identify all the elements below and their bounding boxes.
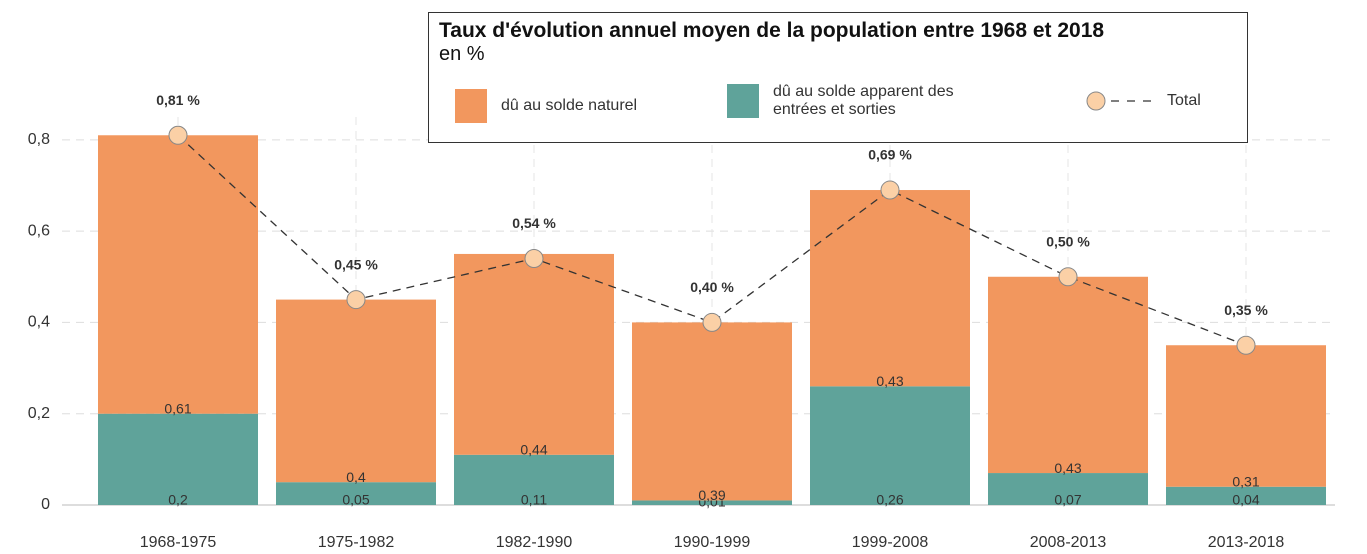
total-point (346, 290, 366, 310)
bar-segment (810, 386, 970, 505)
segment-label: 0,61 (164, 400, 191, 416)
x-tick-label: 1990-1999 (674, 534, 751, 551)
bar-segment (988, 473, 1148, 505)
legend-swatch (727, 84, 759, 118)
legend-swatch (455, 89, 487, 123)
segment-label: 0,05 (342, 492, 369, 508)
bar-segment (632, 500, 792, 505)
segment-label: 0,11 (521, 492, 547, 508)
x-tick-label: 1975-1982 (318, 534, 395, 551)
x-tick-label: 2013-2018 (1208, 534, 1285, 551)
segment-label: 0,4 (346, 469, 366, 485)
segment-label: 0,39 (698, 487, 725, 503)
y-tick-label: 0,6 (28, 222, 50, 239)
bar-segment (454, 454, 614, 505)
x-tick-label: 1982-1990 (496, 534, 573, 551)
bar-segment (810, 190, 970, 387)
legend: Taux d'évolution annuel moyen de la popu… (428, 12, 1248, 143)
bar-segment (276, 299, 436, 483)
y-tick-label: 0,8 (28, 131, 50, 148)
legend-item: dû au solde naturel (455, 89, 637, 123)
x-tick-label: 1999-2008 (852, 534, 929, 551)
segment-label: 0,31 (1232, 473, 1259, 489)
bar-segment (1166, 345, 1326, 487)
segment-label: 0,43 (876, 373, 903, 389)
legend-item: dû au solde apparent des entrées et sort… (727, 83, 987, 119)
bar-segment (98, 135, 258, 414)
y-tick-label: 0,4 (28, 314, 50, 331)
chart-title: Taux d'évolution annuel moyen de la popu… (439, 19, 1105, 42)
y-tick-label: 0,2 (28, 405, 50, 422)
total-label: 0,54 % (512, 215, 556, 231)
bar-segment (1166, 486, 1326, 505)
total-label: 0,81 % (156, 92, 200, 108)
total-label: 0,69 % (868, 147, 912, 163)
total-point (702, 312, 722, 332)
segment-label: 0,07 (1054, 492, 1081, 508)
x-tick-label: 2008-2013 (1030, 534, 1107, 551)
bar-segment (632, 322, 792, 501)
segment-label: 0,44 (520, 441, 547, 457)
y-tick-label: 0 (41, 496, 50, 513)
bar-segment (988, 276, 1148, 474)
total-point (1236, 335, 1256, 355)
legend-label: dû au solde naturel (501, 97, 638, 114)
bar-segment (98, 413, 258, 505)
legend-item: Total (1085, 89, 1201, 113)
chart-subtitle: en % (439, 43, 485, 65)
x-tick-label: 1968-1975 (140, 534, 217, 551)
total-label: 0,35 % (1224, 302, 1268, 318)
bar-segment (276, 482, 436, 505)
segment-label: 0,2 (168, 492, 188, 508)
total-point (168, 125, 188, 145)
legend-label: Total (1167, 92, 1201, 109)
total-point (880, 180, 900, 200)
legend-line-marker (1086, 91, 1157, 111)
total-label: 0,40 % (690, 279, 734, 295)
bar-segment (454, 253, 614, 455)
total-point (1058, 267, 1078, 287)
segment-label: 0,26 (876, 492, 903, 508)
total-label: 0,45 % (334, 256, 378, 272)
total-point (524, 249, 544, 269)
legend-label: dû au solde apparent des entrées et sort… (773, 83, 954, 118)
segment-label: 0,43 (1054, 460, 1081, 476)
total-label: 0,50 % (1046, 233, 1090, 249)
segment-label: 0,04 (1232, 492, 1259, 508)
